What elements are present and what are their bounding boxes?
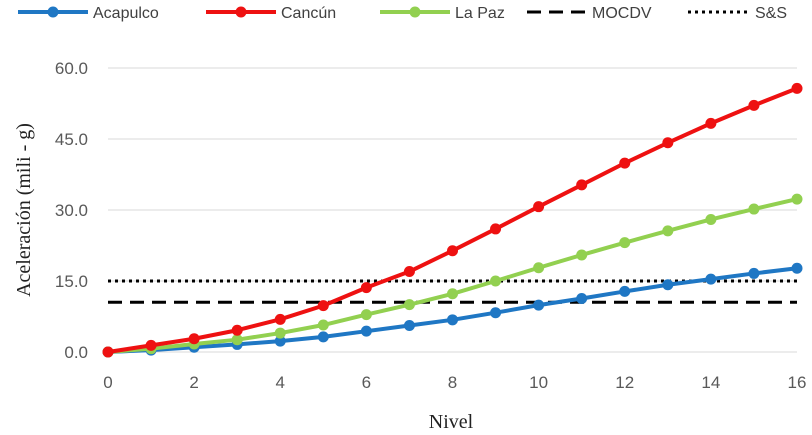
- data-point: [705, 117, 717, 129]
- x-tick-label: 10: [529, 373, 548, 392]
- legend-item: S&S: [688, 5, 787, 22]
- y-tick-label: 0.0: [64, 343, 88, 362]
- legend-marker: [47, 6, 59, 18]
- data-point: [231, 324, 243, 336]
- y-tick-label: 30.0: [55, 201, 88, 220]
- data-point: [619, 285, 631, 297]
- x-tick-label: 8: [448, 373, 457, 392]
- x-tick-label: 12: [615, 373, 634, 392]
- y-axis-title: Aceleración (mili - g): [13, 123, 35, 297]
- data-point: [533, 201, 545, 213]
- data-point: [447, 245, 458, 257]
- data-point: [231, 334, 243, 346]
- series-1: [102, 82, 803, 358]
- series-line: [107, 86, 798, 354]
- series-2: [102, 193, 803, 358]
- data-point: [490, 275, 502, 287]
- data-point: [360, 325, 372, 337]
- data-point: [662, 137, 674, 149]
- data-point: [576, 293, 588, 305]
- data-point: [360, 282, 372, 294]
- data-point: [705, 213, 717, 225]
- data-point: [403, 299, 415, 311]
- y-axis-ticks: 0.0 15.0 30.0 45.0 60.0: [55, 59, 88, 362]
- x-tick-label: 14: [701, 373, 720, 392]
- data-point: [102, 346, 114, 358]
- data-point: [662, 225, 674, 237]
- legend-label: La Paz: [455, 5, 505, 22]
- data-point: [533, 299, 545, 311]
- x-tick-label: 6: [362, 373, 371, 392]
- legend-label: MOCDV: [592, 5, 652, 22]
- data-point: [748, 203, 760, 215]
- grid-lines: [108, 67, 797, 353]
- data-point: [791, 193, 803, 205]
- legend-item: Acapulco: [18, 5, 159, 22]
- legend-label: S&S: [755, 5, 787, 22]
- legend-marker: [235, 6, 247, 18]
- data-point: [791, 262, 803, 274]
- data-point: [360, 309, 372, 321]
- data-point: [403, 266, 415, 278]
- series-group: [102, 82, 803, 358]
- x-axis-title: Nivel: [429, 411, 474, 433]
- data-point: [317, 331, 329, 343]
- data-point: [748, 99, 760, 111]
- data-point: [403, 319, 415, 331]
- data-point: [490, 307, 502, 319]
- data-point: [791, 82, 803, 94]
- data-point: [619, 237, 631, 249]
- data-point: [274, 313, 286, 325]
- legend-item: MOCDV: [527, 5, 652, 22]
- data-point: [317, 300, 329, 312]
- data-point: [576, 179, 588, 191]
- data-point: [748, 267, 760, 279]
- data-point: [619, 157, 631, 169]
- y-tick-label: 60.0: [55, 59, 88, 78]
- data-point: [447, 288, 458, 300]
- legend-item: La Paz: [380, 5, 505, 22]
- x-tick-label: 16: [788, 373, 807, 392]
- data-point: [317, 319, 329, 331]
- data-point: [576, 249, 588, 261]
- x-tick-label: 4: [276, 373, 285, 392]
- legend-marker: [409, 6, 421, 18]
- x-tick-label: 0: [103, 373, 112, 392]
- legend-item: Cancún: [206, 5, 336, 22]
- x-axis-ticks: 0 2 4 6 8 10 12 14 16: [103, 373, 806, 392]
- data-point: [662, 279, 674, 291]
- legend: Acapulco Cancún La Paz MOCDV S&S: [18, 5, 787, 22]
- y-tick-label: 45.0: [55, 130, 88, 149]
- legend-label: Cancún: [281, 5, 336, 22]
- x-tick-label: 2: [189, 373, 198, 392]
- legend-label: Acapulco: [93, 5, 159, 22]
- series-line: [107, 197, 798, 354]
- data-point: [274, 335, 286, 347]
- data-point: [490, 223, 502, 235]
- data-point: [705, 273, 717, 285]
- data-point: [447, 314, 458, 326]
- data-point: [274, 327, 286, 339]
- data-point: [188, 333, 200, 345]
- y-tick-label: 15.0: [55, 272, 88, 291]
- data-point: [533, 262, 545, 274]
- data-point: [145, 339, 157, 351]
